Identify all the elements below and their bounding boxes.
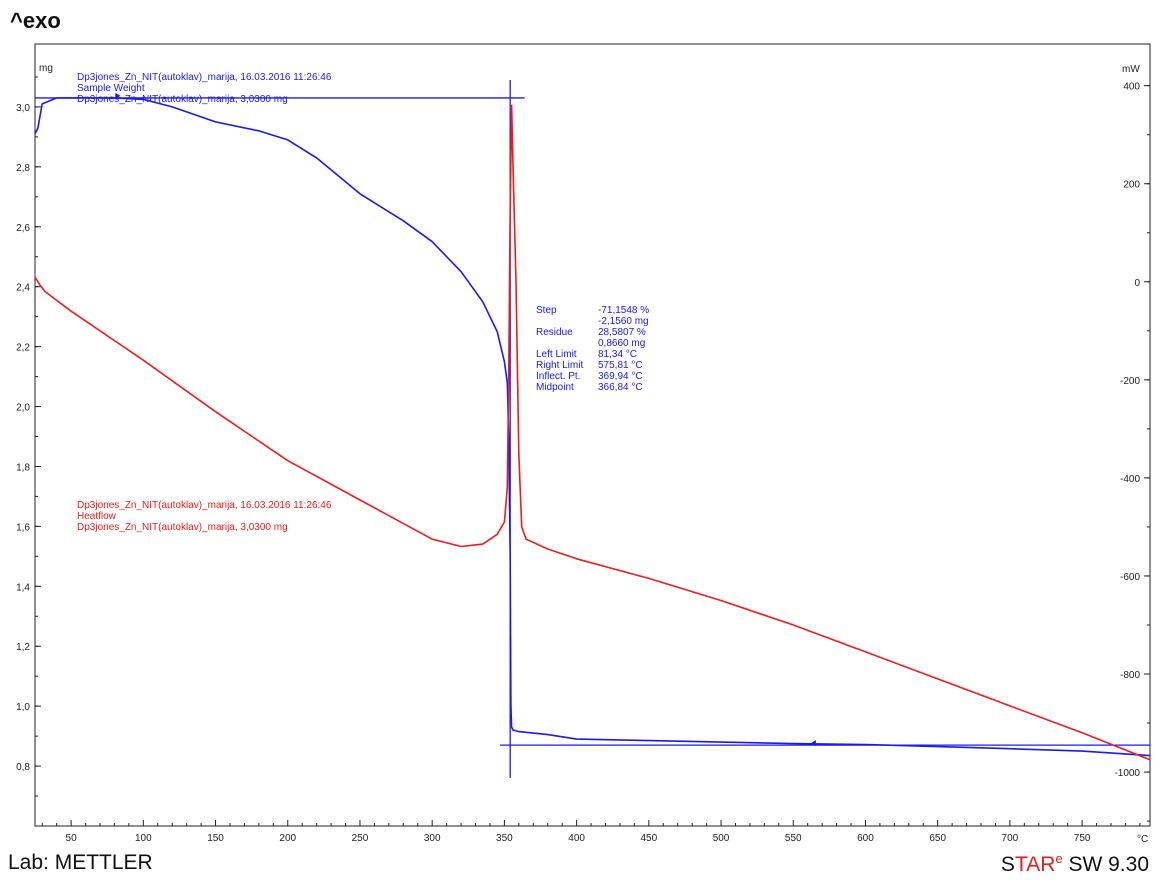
residue-label: Residue xyxy=(536,327,573,338)
x-tick-label: 700 xyxy=(1002,833,1019,844)
x-tick-label: 250 xyxy=(352,833,369,844)
y-right-tick-label: -200 xyxy=(1120,376,1140,387)
heatflow-line xyxy=(34,104,1151,761)
x-tick-label: 200 xyxy=(279,833,296,844)
x-tick-label: 550 xyxy=(785,833,802,844)
series-layer xyxy=(34,97,1151,761)
exo-direction-label: ^exo xyxy=(10,8,61,33)
y-left-tick-label: 3,0 xyxy=(16,103,30,114)
right-limit-value: 575,81 °C xyxy=(598,360,643,371)
y-left-tick-label: 2,4 xyxy=(16,283,30,294)
y-left-tick-label: 1,4 xyxy=(16,582,30,593)
x-tick-label: 750 xyxy=(1074,833,1091,844)
sample-weight-line xyxy=(34,97,1151,757)
sw-superscript: e xyxy=(1055,851,1063,866)
inflect-pt-label: Inflect. Pt. xyxy=(536,371,580,382)
plot-frame xyxy=(34,43,1151,827)
x-tick-label: 150 xyxy=(207,833,224,844)
y-right-tick-label: 0 xyxy=(1134,278,1140,289)
residue-percent-value: 28,5807 % xyxy=(598,327,646,338)
y-right-tick-label: 400 xyxy=(1123,82,1140,93)
y-left-unit-label: mg xyxy=(39,63,53,74)
sw-highlight: TAR xyxy=(1014,853,1056,876)
y-left-tick-label: 1,2 xyxy=(16,642,30,653)
y-left-tick-label: 0,8 xyxy=(16,762,30,773)
y-right-tick-label: -800 xyxy=(1120,670,1140,681)
step-guides xyxy=(35,79,1150,779)
y-right-tick-label: -400 xyxy=(1120,474,1140,485)
y-right-unit-label: mW xyxy=(1122,64,1140,75)
x-tick-label: 450 xyxy=(640,833,657,844)
y-right-tick-label: -1000 xyxy=(1114,768,1140,779)
step-mg-value: -2,1560 mg xyxy=(598,316,649,327)
x-tick-label: 50 xyxy=(66,833,78,844)
step-label: Step xyxy=(536,305,557,316)
weight-info-line-2: Sample Weight xyxy=(77,83,145,94)
heatflow-info-line-2: Heatflow xyxy=(77,511,117,522)
inflect-pt-value: 369,94 °C xyxy=(598,371,643,382)
x-tick-label: 500 xyxy=(713,833,730,844)
step-annotation: Step -71,1548 % -2,1560 mg Residue 28,58… xyxy=(536,305,649,393)
x-tick-label: 600 xyxy=(857,833,874,844)
y-left-tick-label: 2,0 xyxy=(16,403,30,414)
heatflow-info-line-1: Dp3jones_Zn_NIT(autoklav)_marija, 16.03.… xyxy=(77,500,332,511)
sw-suffix: SW 9.30 xyxy=(1062,853,1149,876)
y-left-tick-label: 2,6 xyxy=(16,223,30,234)
y-left-tick-label: 1,6 xyxy=(16,522,30,533)
heatflow-series-info: Dp3jones_Zn_NIT(autoklav)_marija, 16.03.… xyxy=(77,500,332,533)
x-tick-label: 350 xyxy=(496,833,513,844)
y-left-tick-label: 1,0 xyxy=(16,702,30,713)
x-tick-label: 300 xyxy=(424,833,441,844)
x-tick-label: 400 xyxy=(568,833,585,844)
x-tick-label: 100 xyxy=(135,833,152,844)
midpoint-value: 366,84 °C xyxy=(598,382,643,393)
y-left-tick-label: 2,2 xyxy=(16,343,30,354)
axis-ticks: 50 100 150 200 250 300 350 400 450 500 550 600 650 70… xyxy=(16,76,1150,844)
weight-info-line-1: Dp3jones_Zn_NIT(autoklav)_marija, 16.03.… xyxy=(77,72,332,83)
y-left-tick-label: 1,8 xyxy=(16,462,30,473)
lab-label: Lab: METTLER xyxy=(8,851,153,874)
sw-prefix: S xyxy=(1000,853,1015,876)
x-tick-label: 650 xyxy=(929,833,946,844)
left-limit-value: 81,34 °C xyxy=(598,349,637,360)
weight-info-line-3: Dp3jones_Zn_NIT(autoklav)_marija, 3,0300… xyxy=(77,94,288,105)
left-limit-label: Left Limit xyxy=(536,349,577,360)
right-limit-label: Right Limit xyxy=(536,360,583,371)
y-right-tick-label: 200 xyxy=(1123,180,1140,191)
y-right-tick-label: -600 xyxy=(1120,572,1140,583)
x-unit-label: °C xyxy=(1137,834,1148,845)
midpoint-label: Midpoint xyxy=(536,382,574,393)
heatflow-info-line-3: Dp3jones_Zn_NIT(autoklav)_marija, 3,0300… xyxy=(77,522,288,533)
y-left-tick-label: 2,8 xyxy=(16,163,30,174)
step-percent-value: -71,1548 % xyxy=(598,305,649,316)
residue-mg-value: 0,8660 mg xyxy=(598,338,645,349)
weight-series-info: Dp3jones_Zn_NIT(autoklav)_marija, 16.03.… xyxy=(77,72,332,105)
software-version-label: STARe SW 9.30 xyxy=(1001,851,1149,877)
